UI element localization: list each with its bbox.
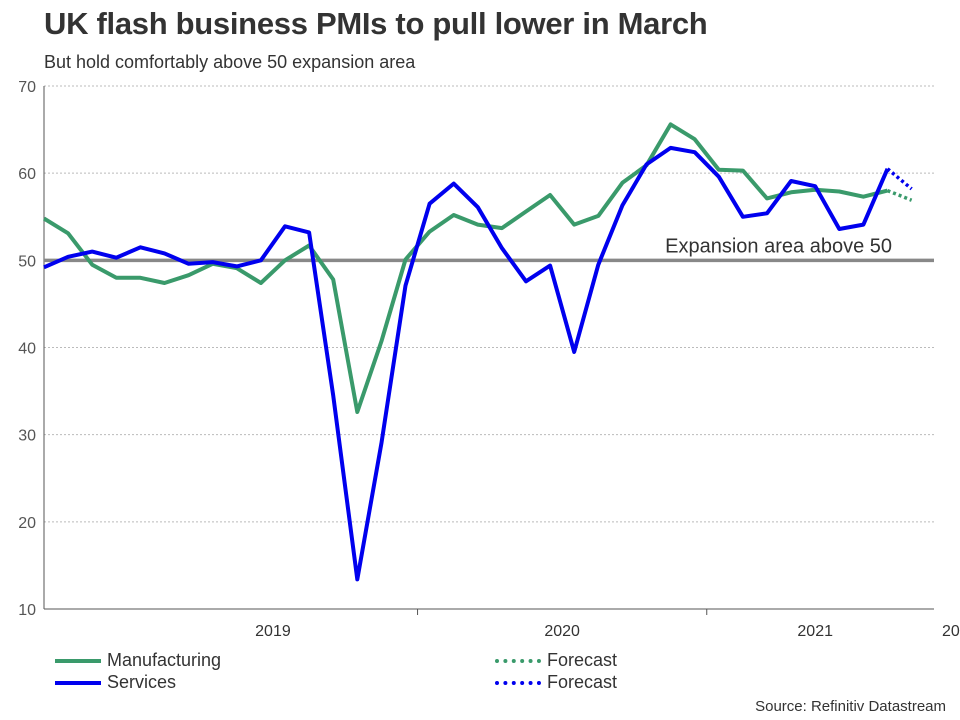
legend-label-manufacturing-forecast: Forecast bbox=[547, 650, 618, 670]
chart-title: UK flash business PMIs to pull lower in … bbox=[44, 6, 708, 41]
legend-label-services: Services bbox=[107, 672, 177, 692]
annotation-expansion-label: Expansion area above 50 bbox=[665, 235, 892, 257]
legend-label-manufacturing: Manufacturing bbox=[107, 650, 222, 670]
y-tick-label-70: 70 bbox=[18, 79, 36, 96]
x-tick-label-2019: 2019 bbox=[255, 623, 291, 640]
y-tick-label-30: 30 bbox=[18, 428, 36, 445]
series-line-manufacturing-forecast bbox=[886, 188, 913, 202]
legend-swatch-manufacturing-forecast bbox=[495, 659, 541, 664]
x-tick-label-2022: 2022 bbox=[942, 623, 960, 640]
chart-subtitle: But hold comfortably above 50 expansion … bbox=[44, 52, 416, 72]
legend-swatch-manufacturing bbox=[55, 659, 101, 664]
series-line-manufacturing bbox=[42, 122, 888, 414]
legend-item-services-forecast: Forecast bbox=[495, 672, 617, 693]
legend-item-manufacturing: Manufacturing bbox=[55, 650, 221, 671]
legend-label-services-forecast: Forecast bbox=[547, 672, 618, 692]
x-tick-label-2021: 2021 bbox=[797, 623, 833, 640]
legend-swatch-services-forecast bbox=[495, 681, 541, 686]
y-tick-label-20: 20 bbox=[18, 515, 36, 532]
y-tick-label-60: 60 bbox=[18, 166, 36, 183]
y-tick-label-10: 10 bbox=[18, 602, 36, 619]
y-tick-label-50: 50 bbox=[18, 253, 36, 270]
series-line-services-forecast bbox=[886, 167, 913, 191]
x-tick-label-2020: 2020 bbox=[544, 623, 580, 640]
legend-item-services: Services bbox=[55, 672, 176, 693]
source-note: Source: Refinitiv Datastream bbox=[755, 698, 946, 715]
legend-item-manufacturing-forecast: Forecast bbox=[495, 650, 617, 671]
legend-swatch-services bbox=[55, 681, 101, 686]
series-line-services bbox=[43, 145, 890, 582]
y-tick-label-40: 40 bbox=[18, 341, 36, 358]
